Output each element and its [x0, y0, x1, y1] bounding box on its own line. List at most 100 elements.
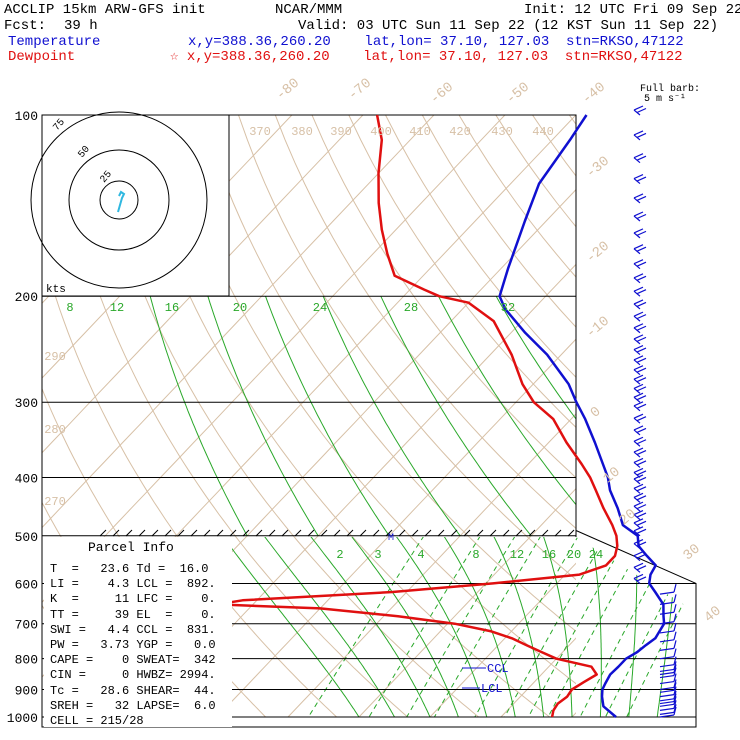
wind-barb-shaft — [659, 639, 675, 643]
mixing-ratio-line — [406, 537, 516, 718]
wind-barb-flag — [633, 447, 644, 453]
wind-barb — [659, 631, 677, 643]
parcel-row: CIN = 0 HWBZ= 2994. — [50, 668, 216, 682]
wind-barb — [633, 259, 647, 270]
dewpoint-line — [216, 114, 619, 718]
wind-barb — [633, 551, 647, 562]
wind-barb-shaft — [659, 680, 675, 685]
wind-barb-flag — [636, 230, 647, 236]
freezing-level-hatch — [177, 529, 185, 537]
wind-barb-flag — [633, 425, 644, 431]
wind-barb — [633, 413, 647, 424]
wind-barb-shaft — [659, 698, 675, 702]
wind-barb-flag — [636, 450, 647, 456]
isotherm-label: -50 — [503, 79, 533, 107]
wind-barb-flag — [636, 176, 647, 182]
parcel-row: CAPE = 0 SWEAT= 342 — [50, 653, 216, 667]
wind-barb-flag — [633, 228, 644, 234]
wind-barb-flag — [636, 246, 647, 252]
freezing-level-hatch — [554, 529, 562, 537]
wind-barb — [659, 700, 677, 711]
wind-barb-flag — [633, 551, 644, 557]
pressure-tick-label: 600 — [15, 577, 38, 592]
wind-barb-flag — [633, 526, 644, 532]
wind-barb-flag — [633, 383, 644, 389]
wind-barb — [633, 436, 647, 447]
mixing-ratio-label: 16 — [165, 301, 179, 315]
wind-barb — [659, 693, 677, 705]
wind-barb-flag — [673, 640, 677, 649]
wind-barb-flag — [636, 377, 647, 383]
wind-barb — [633, 401, 647, 412]
dry-adiabat-line — [495, 115, 576, 228]
wind-barb-flag — [633, 211, 644, 217]
pressure-tick-label: 1000 — [7, 711, 38, 726]
wind-barb — [659, 682, 677, 693]
hodograph-units: kts — [46, 284, 66, 296]
wind-barb-shaft — [659, 689, 675, 693]
wind-barb — [659, 679, 677, 691]
parcel-row: SWI = 4.4 CCL = 831. — [50, 623, 216, 637]
wind-barb-flag — [636, 528, 647, 534]
moist-adiabat-line — [628, 537, 638, 718]
freezing-level-hatch — [437, 529, 445, 537]
wind-barb-shaft — [659, 656, 675, 660]
wind-barb-flag — [673, 696, 677, 705]
barb-legend-line2: 5 m s⁻¹ — [644, 94, 687, 105]
lcl-label: LCL — [481, 682, 503, 696]
fcst-value: 39 h — [64, 18, 98, 34]
mixing-ratio-label: 8 — [66, 301, 73, 315]
freezing-level-hatch — [333, 529, 341, 537]
wind-barb-shaft — [659, 630, 675, 634]
wind-barb — [633, 501, 647, 512]
isotherm-line — [358, 487, 576, 718]
wind-barb-flag — [636, 336, 647, 342]
isotherm-label: -70 — [345, 75, 375, 103]
pressure-tick-label: 300 — [15, 396, 38, 411]
wind-barb-flag — [673, 656, 677, 665]
wind-barb — [633, 228, 647, 239]
wind-barb-flag — [633, 193, 644, 199]
freezing-level-hatch — [489, 529, 497, 537]
wind-barb — [659, 704, 677, 715]
isotherm-label: -80 — [273, 75, 303, 103]
wind-barb-flag — [636, 357, 647, 363]
freezing-level-hatch — [255, 529, 263, 537]
wind-barb-flag — [636, 416, 647, 422]
wind-barb-flag — [636, 403, 647, 409]
wind-barb-flag — [636, 439, 647, 445]
wind-barb-shaft — [659, 714, 675, 718]
wind-barb-flag — [673, 700, 677, 709]
wind-barb — [633, 174, 647, 185]
temperature-legend: Temperature — [8, 34, 101, 50]
wind-barb-flag — [636, 512, 647, 518]
wind-barb-flag — [633, 457, 644, 463]
wind-barb-flag — [633, 492, 644, 498]
wind-barb-flag — [633, 483, 644, 489]
wind-barb — [659, 664, 677, 676]
freezing-level-hatch — [567, 529, 575, 537]
freezing-level-hatch — [398, 529, 406, 537]
wind-barb-flag — [673, 690, 677, 699]
theta-label: 270 — [44, 495, 66, 509]
mixing-ratio-line — [433, 537, 542, 718]
freezing-level-hatch — [502, 529, 510, 537]
wind-barb — [633, 193, 647, 204]
wind-barb-shaft — [659, 601, 675, 605]
wind-barb — [633, 467, 647, 478]
wind-barb-flag — [633, 510, 644, 516]
dewpoint-legend: Dewpoint — [8, 49, 76, 65]
moist-adiabat-upper — [149, 296, 248, 537]
model-title: ACCLIP 15km ARW-GFS init — [4, 2, 206, 18]
wind-barb-flag — [636, 470, 647, 476]
freezing-level-hatch — [346, 529, 354, 537]
wind-barb — [633, 355, 647, 366]
wind-barb — [633, 573, 647, 584]
wind-barb-shaft — [659, 711, 675, 715]
mixing-ratio-label: 4 — [417, 548, 424, 562]
isotherm-line — [287, 413, 576, 718]
wind-barb-flag — [673, 706, 677, 716]
mixing-ratio-label: 8 — [472, 548, 479, 562]
moist-adiabat-upper — [207, 296, 319, 537]
wind-barb-flag — [673, 622, 677, 632]
